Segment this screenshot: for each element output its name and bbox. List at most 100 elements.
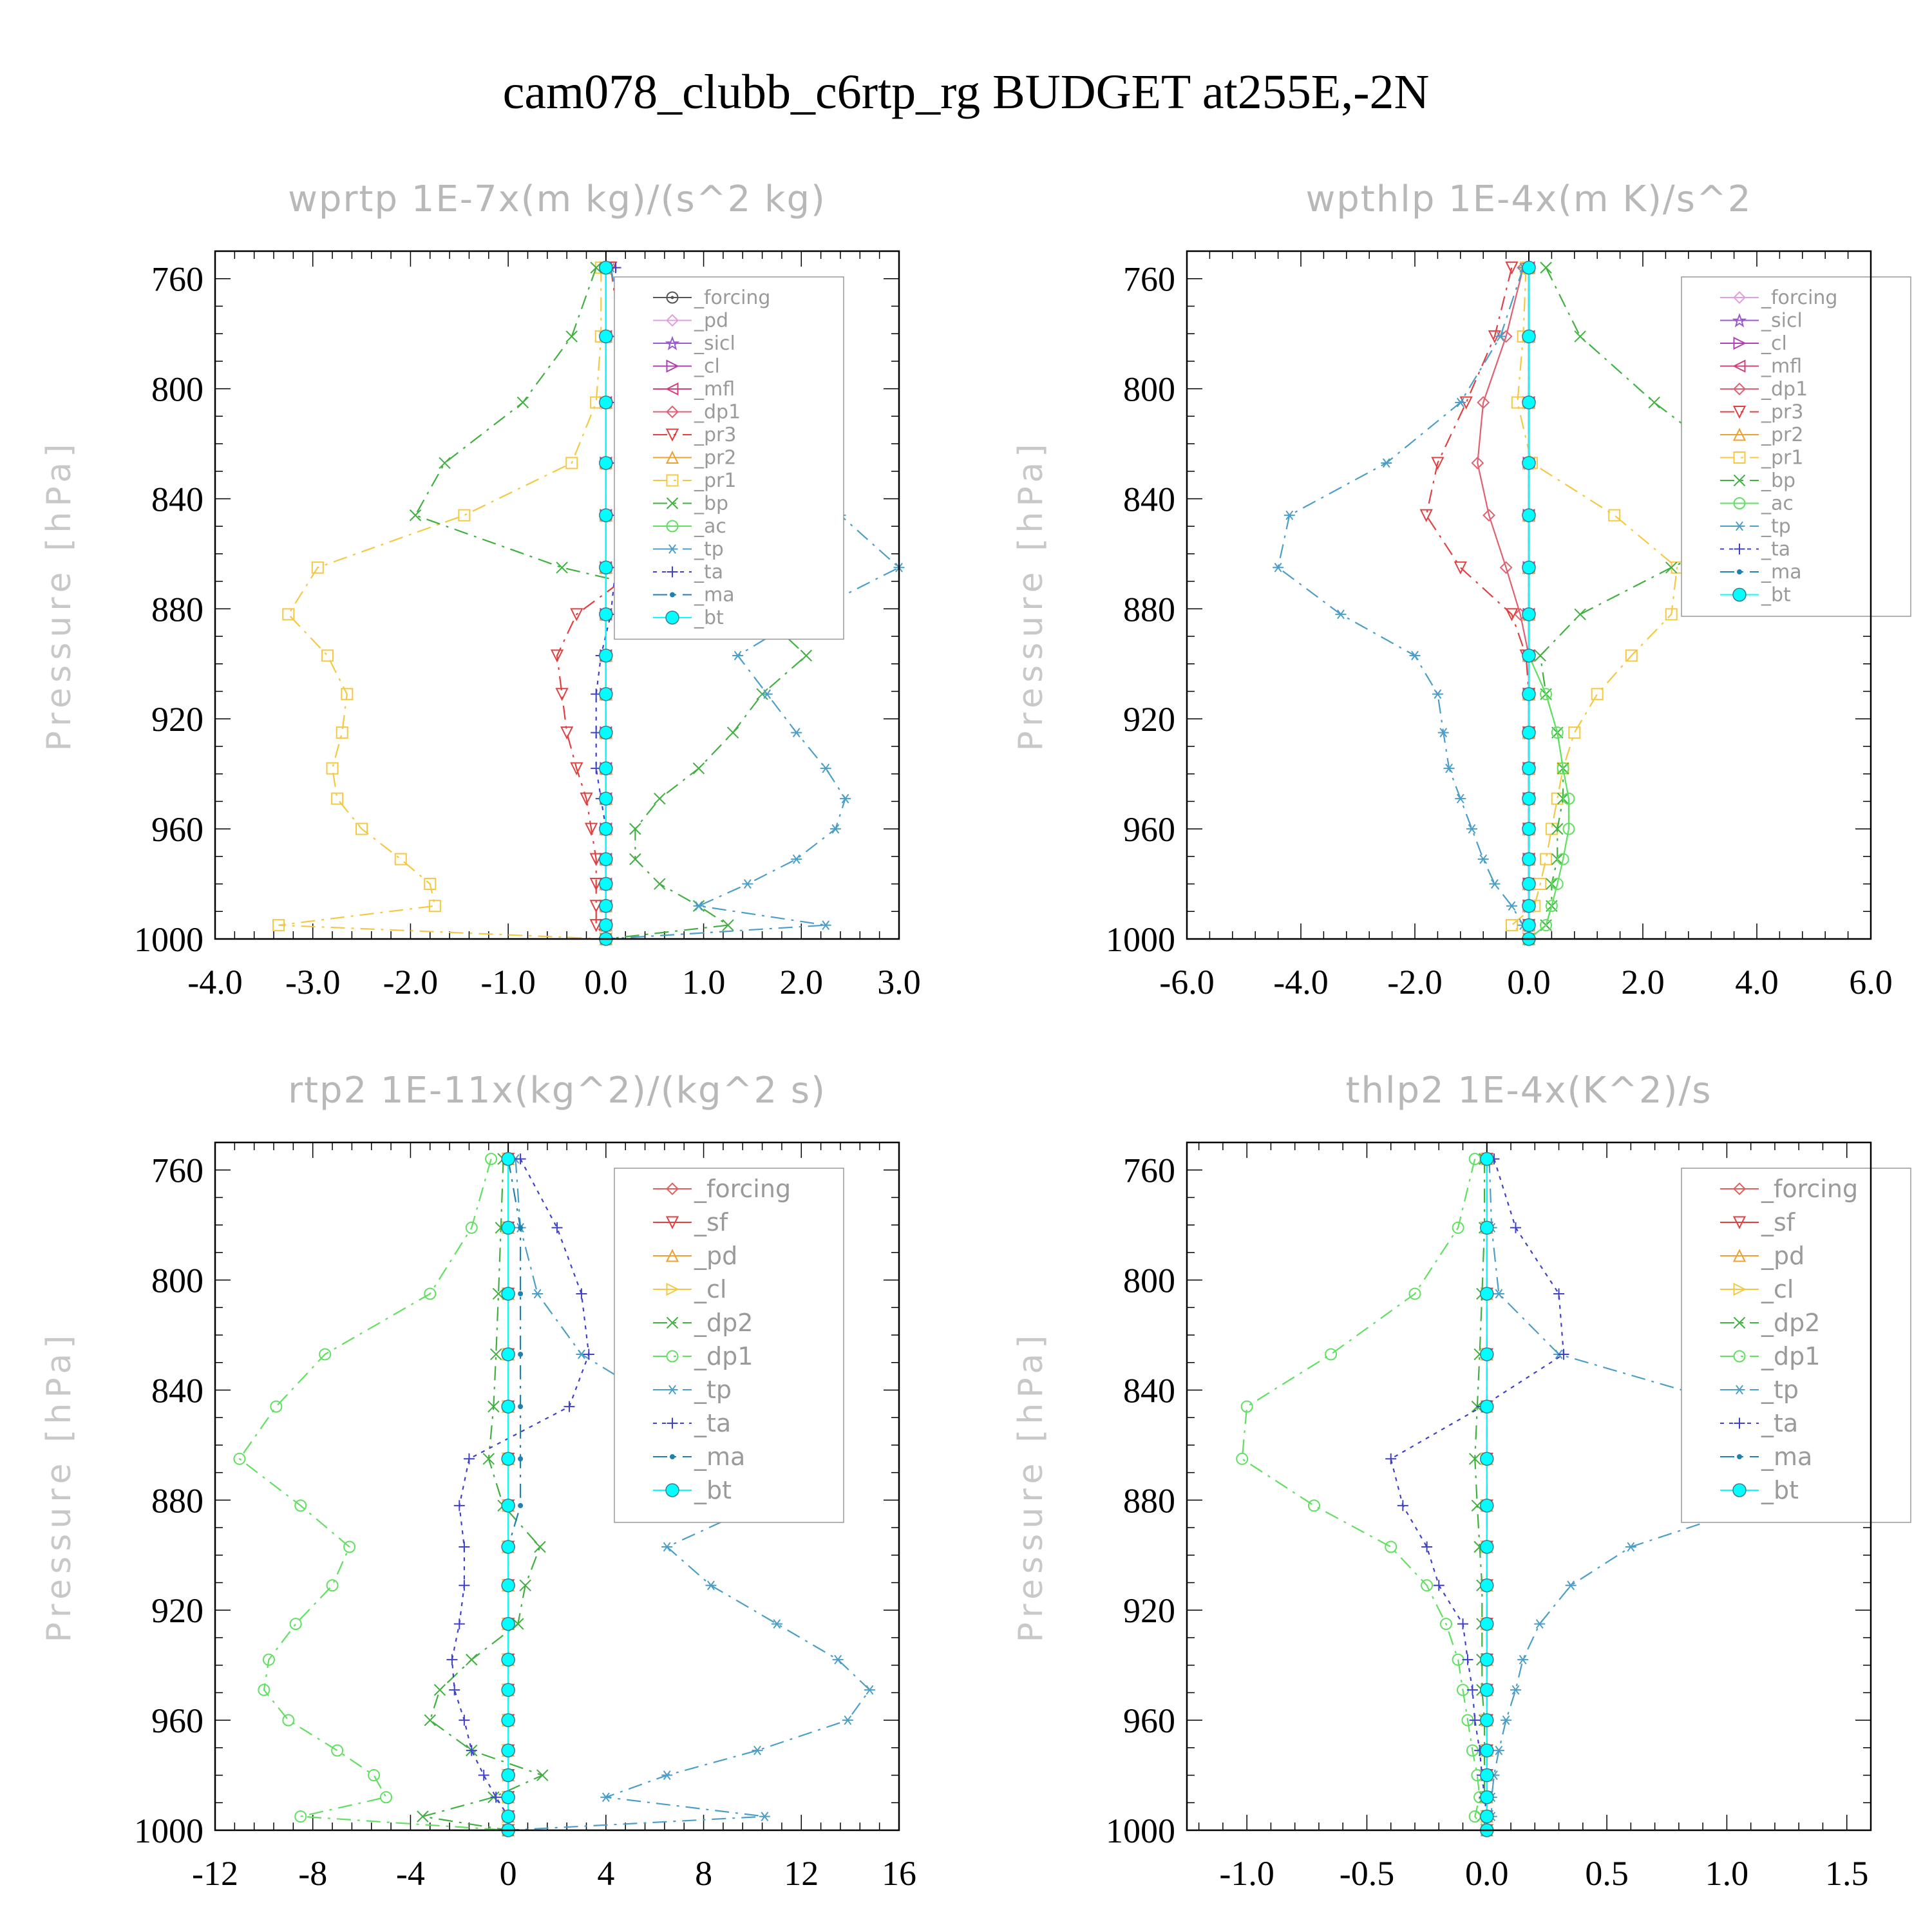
series-point-tp (1495, 332, 1506, 341)
series-point-pr3 (1454, 561, 1467, 575)
panel-title: rtp2 1E-11x(kg^2)/(kg^2 s) (288, 1070, 826, 1112)
series-point-bt (599, 649, 613, 663)
series-point-bt (1522, 852, 1536, 866)
x-tick-label: -12 (192, 1854, 238, 1893)
legend-marker (666, 1316, 679, 1329)
series-line-tp (508, 1159, 871, 1832)
series-point-dp2 (534, 1540, 546, 1553)
series-point-bt (599, 876, 613, 891)
legend-entry: _forcing (1761, 287, 1837, 309)
series-point-pr3 (580, 792, 593, 806)
series-point-bt (1522, 329, 1536, 344)
series-point-pr1 (331, 792, 344, 805)
series-point-ta (1469, 1714, 1481, 1726)
y-tick-label: 800 (151, 1262, 204, 1300)
series-point-bp (1534, 649, 1546, 662)
series-point-bt (1522, 791, 1536, 806)
y-tick-label: 760 (151, 1151, 204, 1190)
legend-marker (1733, 1282, 1747, 1296)
series-point-bt (1480, 1683, 1494, 1697)
legend-marker (666, 291, 679, 304)
legend-entry: _mfl (1761, 355, 1802, 378)
series-point-tp (1283, 510, 1295, 520)
series-point-bp (439, 457, 451, 469)
series-line-dp1 (1241, 1159, 1488, 1831)
series-point-bt (501, 1578, 515, 1593)
legend-marker (667, 544, 678, 554)
legend-entry: _cl (1761, 1275, 1794, 1303)
series-point-dp1 (294, 1499, 307, 1512)
legend-entry: _ta (694, 561, 723, 583)
legend-entry: _ma (1761, 1443, 1812, 1471)
x-tick-label: -4.0 (1273, 963, 1328, 1001)
series-point-dp1 (1482, 509, 1495, 522)
legend-marker (1737, 1454, 1742, 1459)
series-line-dp2 (422, 1159, 545, 1832)
series-point-bt (501, 1616, 515, 1631)
legend-marker (1732, 359, 1746, 373)
legend-marker (665, 1483, 679, 1497)
series-point-dp1 (326, 1579, 339, 1592)
series-point-tp (661, 1542, 673, 1552)
series-point-pr1 (1505, 919, 1518, 932)
series-point-bt (1522, 918, 1536, 933)
x-tick-label: 0.0 (1465, 1854, 1509, 1893)
series-point-ta (490, 1792, 502, 1803)
series-point-tp (1517, 1654, 1529, 1665)
x-tick-label: 4 (597, 1854, 614, 1893)
series-point-bp (654, 792, 666, 805)
series-point-bt (599, 329, 613, 344)
y-tick-label: 760 (151, 260, 204, 299)
legend-marker (666, 497, 679, 509)
series-point-ma (518, 1225, 524, 1231)
series-point-bp (1551, 822, 1564, 835)
series-point-pr1 (341, 688, 354, 701)
x-tick-label: 4.0 (1735, 963, 1779, 1001)
y-tick-label: 1000 (134, 920, 204, 959)
series-point-bt (1480, 1287, 1494, 1301)
y-tick-label: 760 (1123, 1151, 1175, 1190)
x-tick-label: -4 (396, 1854, 425, 1893)
y-tick-label: 1000 (134, 1812, 204, 1850)
y-tick-label: 880 (1123, 590, 1175, 629)
series-point-ma (518, 1456, 524, 1462)
series-point-bt (599, 822, 613, 836)
series-point-bt (501, 1653, 515, 1667)
series-point-bp (722, 919, 734, 931)
series-point-bp (726, 726, 739, 739)
series-point-tp (532, 1289, 544, 1299)
series-point-tp (1335, 609, 1347, 620)
y-axis-label: Pressure [hPa] (40, 439, 79, 752)
y-tick-label: 920 (151, 1591, 204, 1630)
series-point-dp2 (1468, 1453, 1481, 1465)
legend-marker (1733, 383, 1746, 395)
x-tick-label: -2.0 (383, 963, 438, 1001)
x-tick-label: -8 (298, 1854, 327, 1893)
legend-entry: _cl (694, 355, 720, 378)
legend-entry: _ta (1761, 1409, 1798, 1437)
legend-entry: _bp (694, 493, 728, 515)
series-point-dp2 (489, 1348, 502, 1361)
series-point-bp (692, 762, 705, 775)
legend: _forcing_pd_sicl_cl_mfl_dp1_pr3_pr2_pr1_… (614, 276, 844, 640)
series-point-bp (409, 509, 422, 522)
legend-marker (666, 405, 679, 419)
legend: _forcing _sf _pd _cl _dp2 _dp1 _tp _ta _ma _bt (614, 1168, 844, 1523)
series-point-ta (583, 1349, 594, 1360)
series-point-tp (1489, 879, 1501, 889)
series-point-dp1 (1385, 1540, 1397, 1553)
y-tick-label: 920 (1123, 1591, 1175, 1630)
series-point-pr1 (428, 900, 441, 913)
series-point-ta (551, 1222, 563, 1233)
series-point-dp1 (1240, 1400, 1253, 1413)
series-point-bt (1480, 1790, 1494, 1804)
series-point-dp1 (424, 1287, 437, 1300)
series-point-pr1 (282, 608, 295, 621)
y-tick-label: 960 (151, 1701, 204, 1740)
series-point-dp1 (262, 1653, 275, 1666)
x-tick-label: 1.5 (1825, 1854, 1869, 1893)
series-point-ac (1545, 900, 1558, 913)
series-point-pr3 (589, 878, 603, 891)
series-point-tp (1534, 1619, 1546, 1629)
legend-entry: _dp1 (1761, 1342, 1820, 1370)
